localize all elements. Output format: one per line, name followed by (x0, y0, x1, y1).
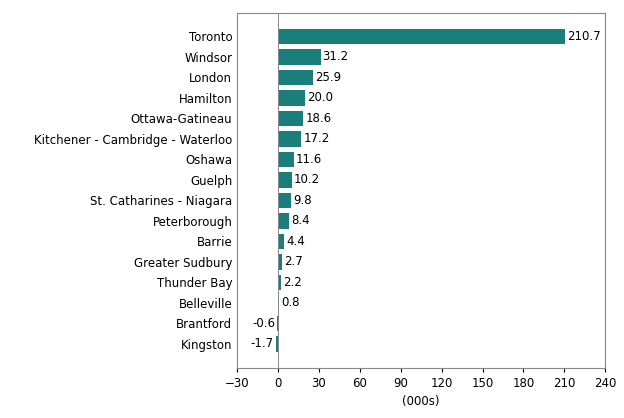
Bar (278, 172, 292, 188)
Text: 2.7: 2.7 (284, 255, 303, 268)
Text: 2.2: 2.2 (283, 276, 302, 289)
Text: 0.8: 0.8 (281, 296, 300, 309)
Text: 4.4: 4.4 (286, 235, 305, 248)
Bar (277, 316, 278, 331)
Text: 11.6: 11.6 (296, 153, 322, 166)
Text: 31.2: 31.2 (323, 51, 349, 64)
Bar (278, 254, 281, 270)
Text: 10.2: 10.2 (294, 173, 320, 186)
Text: 25.9: 25.9 (315, 71, 341, 84)
Bar (278, 193, 291, 208)
Text: 9.8: 9.8 (293, 194, 312, 207)
Text: 210.7: 210.7 (567, 30, 601, 43)
Bar (278, 152, 294, 167)
Bar (278, 29, 565, 44)
Text: -0.6: -0.6 (252, 317, 275, 330)
Text: -1.7: -1.7 (251, 337, 274, 351)
Bar (278, 275, 281, 290)
Bar (278, 234, 284, 249)
Bar (278, 213, 290, 229)
Text: 20.0: 20.0 (308, 92, 333, 104)
X-axis label: (000s): (000s) (402, 395, 440, 408)
Bar (278, 131, 301, 147)
Text: 18.6: 18.6 (305, 112, 331, 125)
Bar (278, 49, 321, 64)
Bar (278, 70, 313, 85)
Bar (278, 90, 305, 106)
Text: 17.2: 17.2 (303, 133, 329, 145)
Bar (276, 336, 278, 352)
Bar (278, 295, 279, 311)
Bar (278, 111, 303, 126)
Text: 8.4: 8.4 (291, 214, 310, 227)
